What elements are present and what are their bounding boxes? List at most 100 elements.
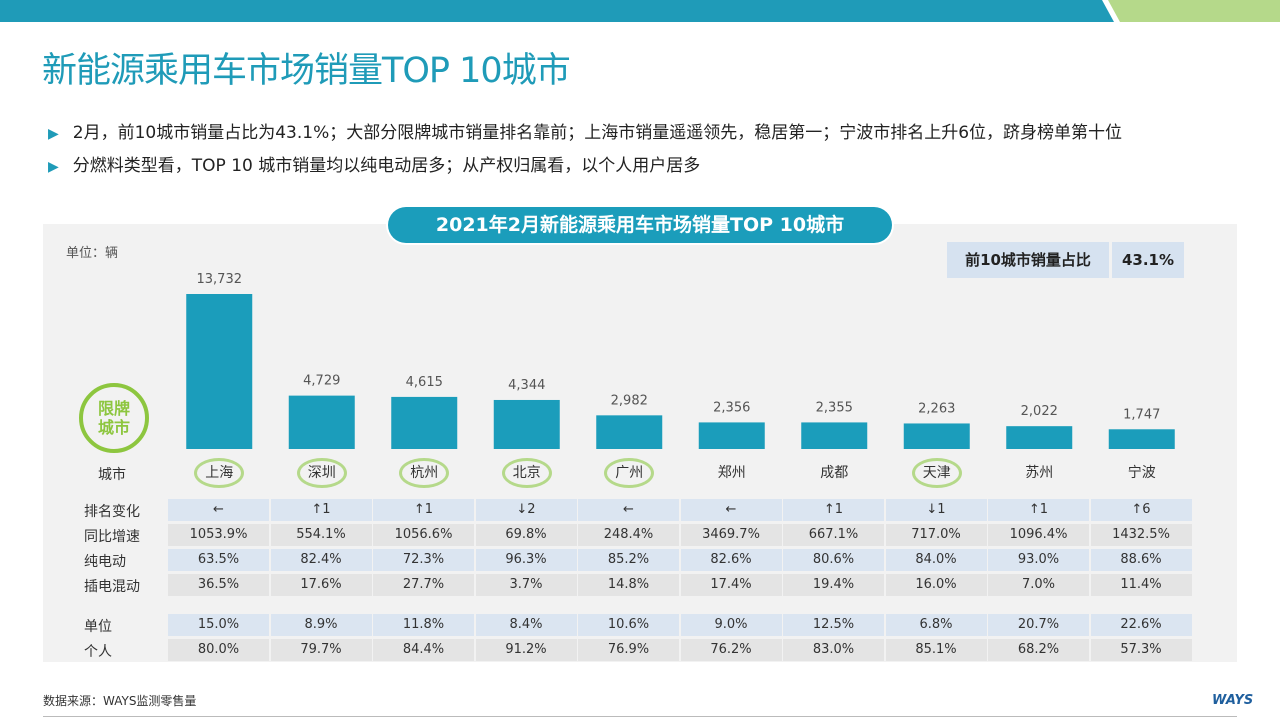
table-row-label: 同比增速 xyxy=(84,529,140,545)
x-axis-label: 城市 xyxy=(98,467,126,483)
table-cell: ↑1 xyxy=(270,499,372,521)
table-cell: 554.1% xyxy=(270,524,372,546)
table-cell: 69.8% xyxy=(475,524,577,546)
chart-title: 2021年2月新能源乘用车市场销量TOP 10城市 xyxy=(388,207,892,243)
table-cell: 96.3% xyxy=(475,549,577,571)
top-banner xyxy=(0,0,1280,22)
table-cell: 667.1% xyxy=(783,524,884,546)
table-cell: 76.2% xyxy=(680,639,782,661)
table-cell: 14.8% xyxy=(578,574,679,596)
bullet-item: ▶ 分燃料类型看，TOP 10 城市销量均以纯电动居多；从产权归属看，以个人用户居… xyxy=(48,151,700,176)
table-cell: 3469.7% xyxy=(680,524,782,546)
bar-value-label: 4,615 xyxy=(406,375,443,390)
city-tick-label: 杭州 xyxy=(399,458,450,488)
right-triangle-icon: ▶ xyxy=(48,159,59,175)
bullet-text: 2月，前10城市销量占比为43.1%；大部分限牌城市销量排名靠前；上海市销量遥遥… xyxy=(72,123,1123,143)
table-cell: 72.3% xyxy=(373,549,474,571)
table-cell: 22.6% xyxy=(1090,614,1192,636)
table-row-label: 排名变化 xyxy=(84,504,140,520)
city-tick-label: 北京 xyxy=(501,458,552,488)
table-cell: 63.5% xyxy=(168,549,269,571)
bar-value-label: 2,022 xyxy=(1021,404,1058,419)
bar xyxy=(1108,429,1175,449)
table-cell: 82.4% xyxy=(270,549,372,571)
unit-note: 单位：辆 xyxy=(66,246,119,261)
table-cell: 68.2% xyxy=(988,639,1089,661)
table-cell: 85.2% xyxy=(578,549,679,571)
table-cell: 10.6% xyxy=(578,614,679,636)
data-source: 数据来源：WAYS监测零售量 xyxy=(43,694,197,708)
bar xyxy=(1006,426,1073,449)
city-tick-label: 宁波 xyxy=(1127,465,1156,481)
city-tick-label: 成都 xyxy=(820,465,849,481)
bar xyxy=(493,399,560,449)
top10-share-box: 前10城市销量占比 43.1% xyxy=(947,242,1184,278)
table-cell: 84.4% xyxy=(373,639,474,661)
city-tick-label: 天津 xyxy=(911,458,962,488)
bar-value-label: 2,982 xyxy=(611,393,648,408)
bar xyxy=(186,294,253,449)
table-cell: 11.4% xyxy=(1090,574,1192,596)
table-cell: 9.0% xyxy=(680,614,782,636)
limit-badge-line: 限牌 xyxy=(97,399,130,418)
table-cell: ← xyxy=(680,499,782,521)
bullet-text: 分燃料类型看，TOP 10 城市销量均以纯电动居多；从产权归属看，以个人用户居多 xyxy=(72,156,701,176)
bullet-item: ▶ 2月，前10城市销量占比为43.1%；大部分限牌城市销量排名靠前；上海市销量遥… xyxy=(48,118,1122,143)
bar-value-label: 2,356 xyxy=(713,400,750,415)
table-cell: 19.4% xyxy=(783,574,884,596)
table-cell: 36.5% xyxy=(168,574,269,596)
table-cell: 1056.6% xyxy=(373,524,474,546)
table-cell: 79.7% xyxy=(270,639,372,661)
bar-value-label: 2,355 xyxy=(816,400,853,415)
city-tick-label: 深圳 xyxy=(296,458,347,488)
bar-value-label: 13,732 xyxy=(197,272,243,287)
table-cell: 16.0% xyxy=(885,574,987,596)
table-cell: 7.0% xyxy=(988,574,1089,596)
footer-divider xyxy=(43,716,1237,717)
table-cell: 8.4% xyxy=(475,614,577,636)
bar xyxy=(903,423,970,449)
table-cell: 12.5% xyxy=(783,614,884,636)
table-cell: 76.9% xyxy=(578,639,679,661)
table-cell: 27.7% xyxy=(373,574,474,596)
bar-value-label: 1,747 xyxy=(1123,407,1160,422)
bar xyxy=(391,396,458,449)
table-cell: 17.6% xyxy=(270,574,372,596)
table-cell: ↑6 xyxy=(1090,499,1192,521)
table-cell: 248.4% xyxy=(578,524,679,546)
table-cell: ↓2 xyxy=(475,499,577,521)
table-cell: 84.0% xyxy=(885,549,987,571)
city-tick-label: 郑州 xyxy=(717,465,746,481)
table-cell: 83.0% xyxy=(783,639,884,661)
table-cell: 20.7% xyxy=(988,614,1089,636)
limit-badge-line: 城市 xyxy=(97,418,130,437)
right-triangle-icon: ▶ xyxy=(48,126,59,142)
ways-logo: WAYS xyxy=(1212,693,1254,708)
table-cell: 88.6% xyxy=(1090,549,1192,571)
table-row-label: 纯电动 xyxy=(84,554,126,570)
table-cell: ↑1 xyxy=(783,499,884,521)
bar xyxy=(698,422,765,449)
bar-value-label: 4,729 xyxy=(303,374,340,389)
city-tick-label: 上海 xyxy=(194,458,245,488)
table-cell: 6.8% xyxy=(885,614,987,636)
city-tick-label: 广州 xyxy=(604,458,655,488)
table-cell: 15.0% xyxy=(168,614,269,636)
share-value: 43.1% xyxy=(1112,242,1184,278)
table-cell: 1053.9% xyxy=(168,524,269,546)
table-cell: ← xyxy=(168,499,269,521)
table-cell: 85.1% xyxy=(885,639,987,661)
page-title: 新能源乘用车市场销量TOP 10城市 xyxy=(42,51,571,91)
table-cell: 91.2% xyxy=(475,639,577,661)
table-cell: 57.3% xyxy=(1090,639,1192,661)
city-tick-label: 苏州 xyxy=(1025,465,1054,481)
limit-plate-badge-icon: 限牌 城市 xyxy=(79,383,149,453)
table-row-label: 单位 xyxy=(84,619,112,635)
bar-value-label: 4,344 xyxy=(508,378,545,393)
table-cell: 1432.5% xyxy=(1090,524,1192,546)
table-cell: 17.4% xyxy=(680,574,782,596)
bar xyxy=(801,422,868,449)
table-cell: 80.0% xyxy=(168,639,269,661)
table-cell: 8.9% xyxy=(270,614,372,636)
